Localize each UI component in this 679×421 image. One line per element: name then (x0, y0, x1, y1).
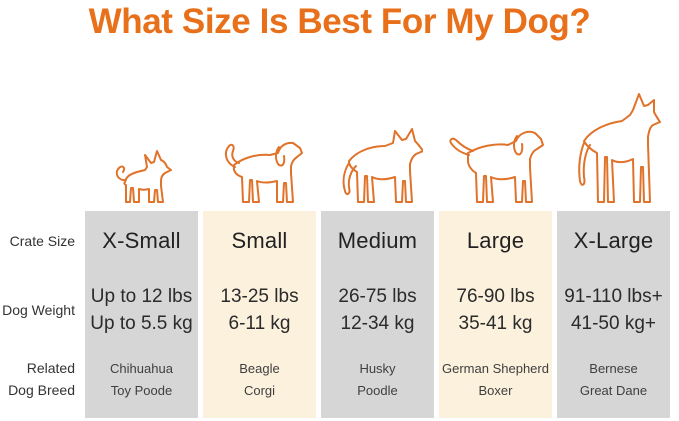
column-large: Large 76-90 lbs 35-41 kg German Shepherd… (439, 211, 552, 418)
dog-weight-value: 26-75 lbs 12-34 kg (321, 284, 434, 337)
breed-line1: Bernese (589, 361, 638, 376)
weight-lbs: 91-110 lbs+ (564, 286, 663, 307)
breed-line1: Husky (359, 361, 396, 376)
dog-weight-value: 13-25 lbs 6-11 kg (203, 284, 316, 337)
column-medium: Medium 26-75 lbs 12-34 kg Husky Poodle (321, 211, 434, 418)
breed-line1: Chihuahua (110, 361, 173, 376)
chihuahua-dog-icon (111, 149, 173, 205)
weight-kg: 41-50 kg+ (570, 312, 657, 334)
crate-size-value: X-Small (102, 228, 181, 253)
column-small: Small 13-25 lbs 6-11 kg Beagle Corgi (203, 211, 316, 418)
dog-cell-small (203, 0, 316, 205)
great-dane-dog-icon (564, 87, 664, 205)
related-breeds: German Shepherd Boxer (439, 358, 552, 402)
breed-line2: Poodle (357, 383, 398, 398)
crate-size-value: Small (231, 228, 288, 253)
dog-weight-value: Up to 12 lbs Up to 5.5 kg (85, 284, 198, 337)
row-label-related-line1: Related (26, 360, 75, 376)
breed-line2: Boxer (478, 383, 513, 398)
breed-line2: Toy Poode (110, 383, 173, 398)
weight-lbs: 13-25 lbs (220, 286, 299, 307)
related-breeds: Husky Poodle (321, 358, 434, 402)
labrador-dog-icon (446, 121, 546, 205)
dog-cell-large (439, 0, 552, 205)
breed-line2: Great Dane (579, 383, 648, 398)
weight-lbs: Up to 12 lbs (90, 286, 193, 307)
dog-weight-value: 76-90 lbs 35-41 kg (439, 284, 552, 337)
related-breeds: Chihuahua Toy Poode (85, 358, 198, 402)
crate-size-value: Medium (337, 228, 418, 253)
related-breeds: Bernese Great Dane (557, 358, 670, 402)
row-label-dog-weight: Dog Weight (2, 302, 75, 318)
row-label-crate-size: Crate Size (9, 233, 75, 249)
weight-kg: 12-34 kg (340, 312, 415, 334)
breed-line2: Corgi (243, 383, 276, 398)
breed-line1: Beagle (239, 361, 280, 376)
beagle-dog-icon (216, 131, 304, 205)
row-label-related-line2: Dog Breed (8, 382, 75, 398)
weight-kg: Up to 5.5 kg (90, 312, 193, 334)
dog-illustrations-row (85, 0, 670, 205)
dog-cell-xlarge (557, 0, 670, 205)
breed-line1: German Shepherd (442, 361, 549, 376)
dog-weight-value: 91-110 lbs+ 41-50 kg+ (557, 284, 670, 337)
page-title: What Size Is Best For My Dog? (88, 2, 591, 41)
dog-cell-medium (321, 0, 434, 205)
column-xlarge: X-Large 91-110 lbs+ 41-50 kg+ Bernese Gr… (557, 211, 670, 418)
dog-cell-xsmall (85, 0, 198, 205)
crate-size-value: X-Large (573, 228, 654, 253)
crate-size-value: Large (466, 228, 525, 253)
husky-dog-icon (333, 119, 423, 205)
column-xsmall: X-Small Up to 12 lbs Up to 5.5 kg Chihua… (85, 211, 198, 418)
weight-lbs: 76-90 lbs (456, 286, 535, 307)
related-breeds: Beagle Corgi (203, 358, 316, 402)
weight-kg: 35-41 kg (458, 312, 533, 334)
row-label-related-dog-breed: Related Dog Breed (8, 357, 75, 401)
row-labels-column: Crate Size Dog Weight Related Dog Breed (0, 211, 79, 418)
weight-kg: 6-11 kg (228, 312, 291, 334)
size-table: X-Small Up to 12 lbs Up to 5.5 kg Chihua… (85, 211, 670, 418)
weight-lbs: 26-75 lbs (338, 286, 417, 307)
